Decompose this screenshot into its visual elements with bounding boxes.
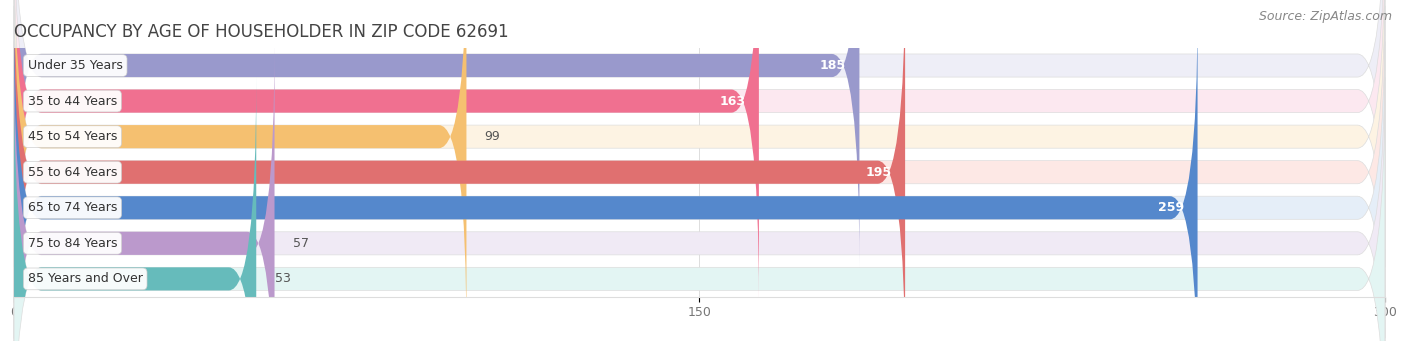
Text: 35 to 44 Years: 35 to 44 Years	[28, 94, 117, 107]
FancyBboxPatch shape	[14, 77, 1385, 341]
Text: 185: 185	[820, 59, 846, 72]
FancyBboxPatch shape	[14, 42, 274, 341]
FancyBboxPatch shape	[14, 0, 759, 303]
FancyBboxPatch shape	[14, 6, 1385, 341]
Text: Source: ZipAtlas.com: Source: ZipAtlas.com	[1258, 10, 1392, 23]
Text: 259: 259	[1157, 201, 1184, 214]
Text: Under 35 Years: Under 35 Years	[28, 59, 122, 72]
Text: 163: 163	[720, 94, 745, 107]
FancyBboxPatch shape	[14, 0, 1385, 341]
Text: 99: 99	[485, 130, 501, 143]
Text: 55 to 64 Years: 55 to 64 Years	[28, 166, 117, 179]
FancyBboxPatch shape	[14, 0, 1385, 303]
FancyBboxPatch shape	[14, 77, 256, 341]
Text: OCCUPANCY BY AGE OF HOUSEHOLDER IN ZIP CODE 62691: OCCUPANCY BY AGE OF HOUSEHOLDER IN ZIP C…	[14, 23, 509, 41]
Text: 45 to 54 Years: 45 to 54 Years	[28, 130, 117, 143]
Text: 65 to 74 Years: 65 to 74 Years	[28, 201, 117, 214]
FancyBboxPatch shape	[14, 0, 905, 341]
FancyBboxPatch shape	[14, 0, 859, 267]
FancyBboxPatch shape	[14, 0, 1385, 339]
FancyBboxPatch shape	[14, 42, 1385, 341]
Text: 75 to 84 Years: 75 to 84 Years	[28, 237, 117, 250]
Text: 57: 57	[292, 237, 309, 250]
FancyBboxPatch shape	[14, 6, 1198, 341]
FancyBboxPatch shape	[14, 0, 1385, 267]
FancyBboxPatch shape	[14, 0, 467, 339]
Text: 53: 53	[274, 272, 291, 285]
Text: 85 Years and Over: 85 Years and Over	[28, 272, 142, 285]
Text: 195: 195	[865, 166, 891, 179]
